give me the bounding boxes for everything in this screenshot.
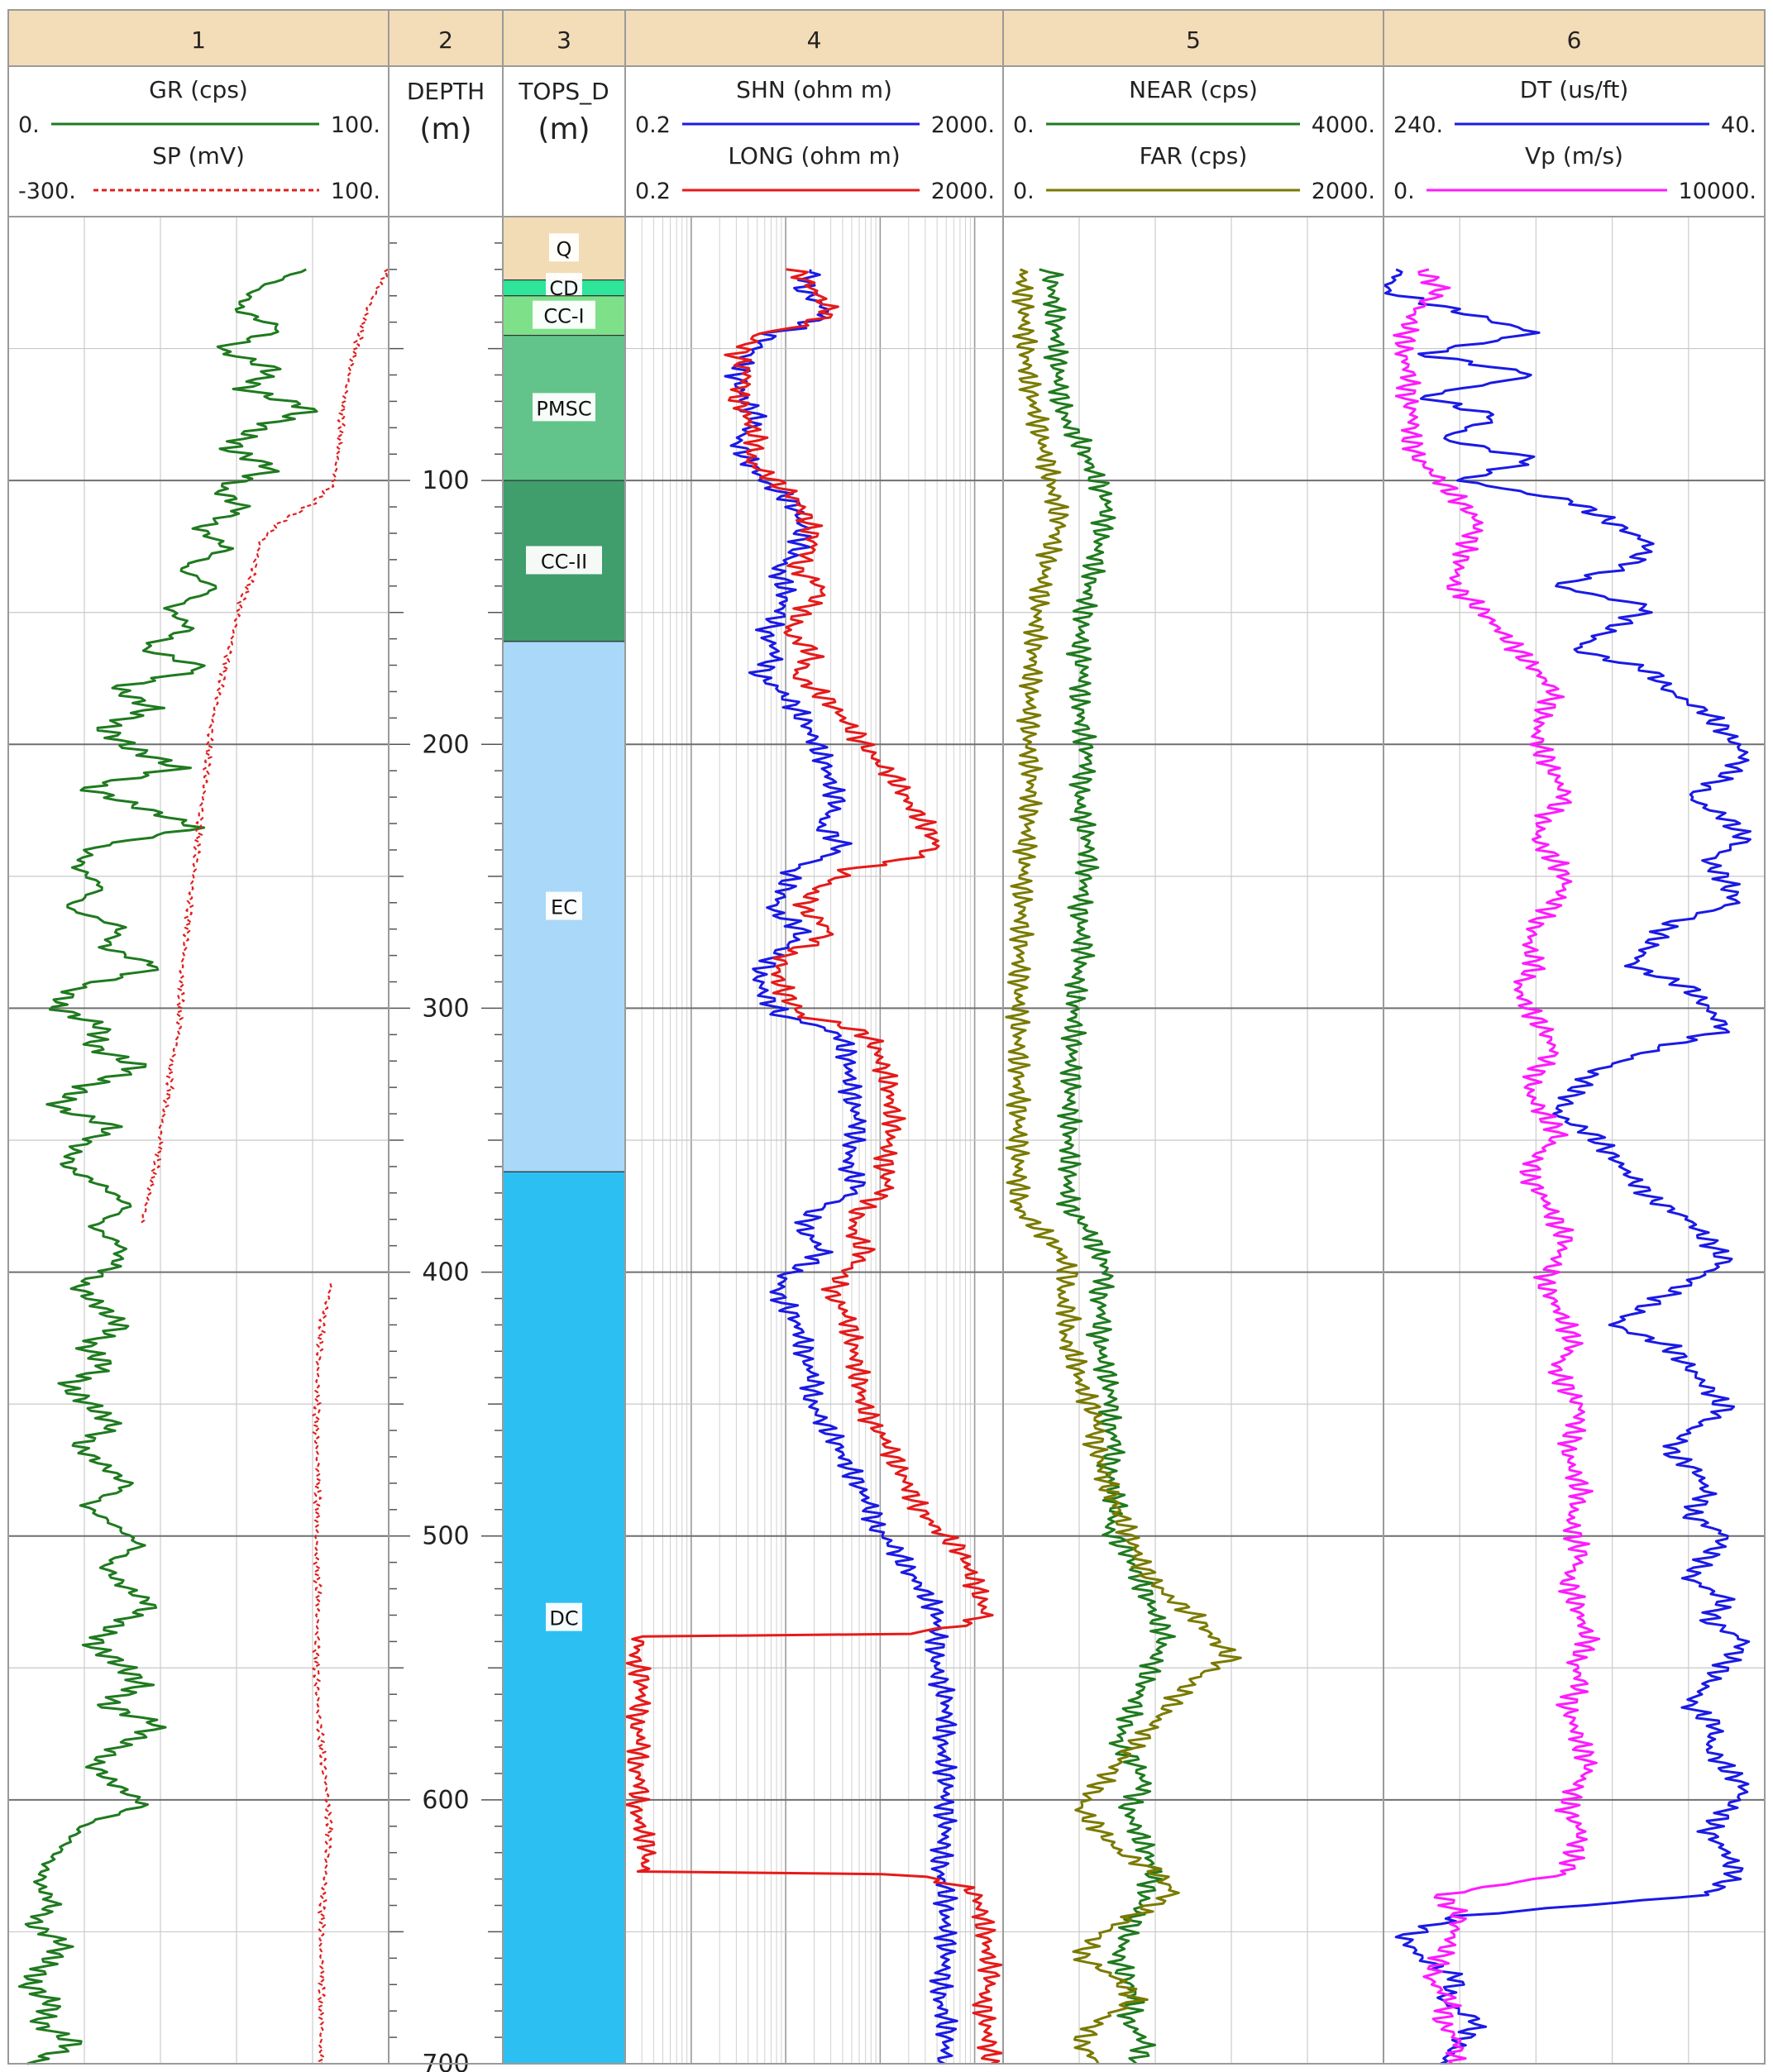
depth-label: 400 [422,1258,469,1287]
curve-name: NEAR (cps) [1129,76,1258,103]
curve-max-label: 4000. [1312,112,1375,138]
formation-label: DC [549,1607,578,1630]
curve-gr-line [17,268,318,2065]
curve-max-label: 100. [331,179,380,204]
curve-max-label: 2000. [931,112,995,138]
track-number-bar [8,10,1765,66]
depth-label: 200 [422,730,469,759]
curve-dt-line [1383,268,1751,2065]
depth-track-title: DEPTH [407,78,485,105]
curve-min-label: 0. [18,112,40,138]
curve-name: SHN (ohm m) [736,76,892,103]
curve-min-label: 0.2 [635,179,671,204]
curve-max-label: 10000. [1679,179,1756,204]
curve-max-label: 100. [331,112,380,138]
curve-vp-line [1393,268,1601,2065]
curve-min-label: 0.2 [635,112,671,138]
curve-name: SP (mV) [152,142,245,169]
curve-far-line [1005,268,1242,2065]
curve-max-label: 40. [1721,112,1756,138]
track-number-2: 2 [438,26,453,54]
grid-lines [8,217,1765,2064]
curve-min-label: 0. [1393,179,1415,204]
depth-label: 500 [422,1522,469,1551]
tops-track-unit: (m) [538,112,590,146]
curve-min-label: 0. [1013,112,1035,138]
track-number-4: 4 [807,26,822,54]
track-number-3: 3 [557,26,571,54]
formation-label: PMSC [536,397,591,420]
curve-near-line [1039,268,1176,2065]
tops-track-title: TOPS_D [518,78,609,105]
curve-name: DT (us/ft) [1520,76,1629,103]
formation-label-box [549,233,579,262]
formation-label-box [546,891,582,920]
formation-label: EC [551,896,577,919]
formation-label-box [526,546,602,575]
formation-label: Q [557,237,572,260]
panel-border [7,9,1766,2065]
track-number-5: 5 [1186,26,1201,54]
depth-label: 600 [422,1786,469,1815]
formation-label: CC-I [543,305,584,328]
formation-label-box [533,393,595,422]
depth-label: 100 [422,466,469,495]
formation-label: CC-II [541,550,587,573]
curve-sp-line [312,1283,335,2065]
depth-label: 300 [422,994,469,1023]
curve-min-label: 0. [1013,179,1035,204]
curve-name: FAR (cps) [1140,142,1248,169]
curve-name: GR (cps) [149,76,248,103]
track-number-1: 1 [191,26,206,54]
curve-name: LONG (ohm m) [728,142,900,169]
formation-label-box [533,300,595,329]
curve-sp-line [141,268,389,1224]
curve-max-label: 2000. [1312,179,1375,204]
curve-name: Vp (m/s) [1525,142,1623,169]
curve-long-line [624,268,1003,2065]
curve-max-label: 2000. [931,179,995,204]
curve-shn-line [724,269,958,2065]
depth-track-unit: (m) [419,112,471,146]
curve-min-label: -300. [18,179,76,204]
formation-label-box [546,1602,582,1631]
track-number-6: 6 [1567,26,1582,54]
curve-min-label: 240. [1393,112,1443,138]
depth-label: 700 [422,2050,469,2072]
